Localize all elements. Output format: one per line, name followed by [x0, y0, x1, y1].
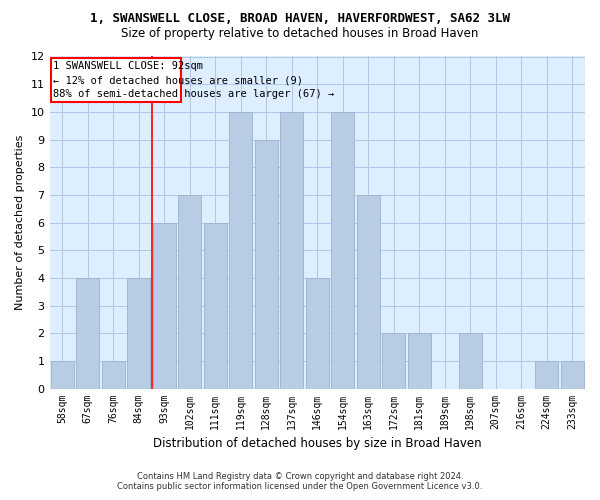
Y-axis label: Number of detached properties: Number of detached properties [15, 135, 25, 310]
Bar [280, 112, 303, 388]
Bar [459, 333, 482, 388]
Bar [306, 278, 329, 388]
Bar [331, 112, 354, 388]
Text: ← 12% of detached houses are smaller (9): ← 12% of detached houses are smaller (9) [53, 75, 304, 85]
Bar [102, 361, 125, 388]
Bar [255, 140, 278, 388]
Bar [127, 278, 150, 388]
Text: 1, SWANSWELL CLOSE, BROAD HAVEN, HAVERFORDWEST, SA62 3LW: 1, SWANSWELL CLOSE, BROAD HAVEN, HAVERFO… [90, 12, 510, 26]
Bar [153, 222, 176, 388]
Bar [178, 195, 201, 388]
Bar [76, 278, 99, 388]
Bar [382, 333, 405, 388]
Text: 88% of semi-detached houses are larger (67) →: 88% of semi-detached houses are larger (… [53, 89, 335, 99]
Text: 1 SWANSWELL CLOSE: 92sqm: 1 SWANSWELL CLOSE: 92sqm [53, 60, 203, 70]
Bar [51, 58, 181, 102]
Bar [229, 112, 252, 388]
Bar [51, 361, 74, 388]
Bar [357, 195, 380, 388]
Bar [408, 333, 431, 388]
Bar [535, 361, 558, 388]
Bar [561, 361, 584, 388]
X-axis label: Distribution of detached houses by size in Broad Haven: Distribution of detached houses by size … [153, 437, 482, 450]
Text: Contains HM Land Registry data © Crown copyright and database right 2024.
Contai: Contains HM Land Registry data © Crown c… [118, 472, 482, 491]
Text: Size of property relative to detached houses in Broad Haven: Size of property relative to detached ho… [121, 28, 479, 40]
Bar [204, 222, 227, 388]
